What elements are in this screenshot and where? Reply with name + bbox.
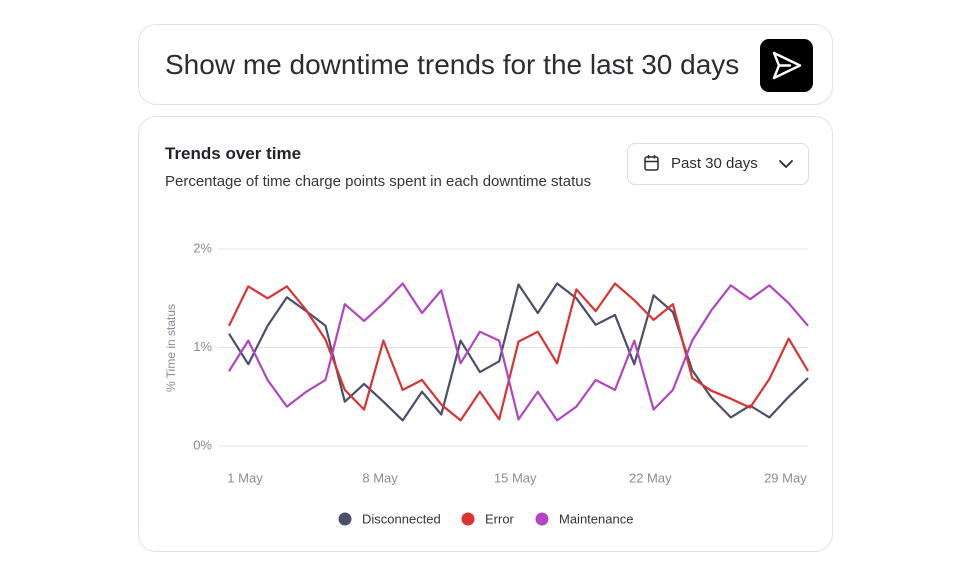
x-tick-label: 29 May xyxy=(764,470,807,485)
prompt-text: Show me downtime trends for the last 30 … xyxy=(165,49,740,80)
send-button[interactable] xyxy=(760,39,813,92)
y-tick-label: 2% xyxy=(193,240,212,255)
legend-label: Error xyxy=(485,511,515,526)
x-tick-label: 15 May xyxy=(494,470,537,485)
x-tick-label: 1 May xyxy=(227,470,263,485)
x-tick-label: 22 May xyxy=(629,470,672,485)
prompt-card: Show me downtime trends for the last 30 … xyxy=(138,24,833,105)
date-range-text: Past 30 days xyxy=(671,155,758,172)
x-tick-label: 8 May xyxy=(362,470,398,485)
date-range-dropdown[interactable]: Past 30 days xyxy=(627,143,809,185)
legend-label: Disconnected xyxy=(362,511,441,526)
send-icon xyxy=(772,51,802,80)
y-tick-label: 0% xyxy=(193,437,212,452)
dropdown-icons xyxy=(644,155,793,171)
series-line xyxy=(228,282,809,422)
series-line xyxy=(228,282,809,422)
legend-swatch xyxy=(535,512,549,526)
series-line xyxy=(228,282,809,422)
legend-label: Maintenance xyxy=(559,511,633,526)
legend-swatch xyxy=(461,512,475,526)
chart-title: Trends over time xyxy=(165,144,302,163)
y-tick-label: 1% xyxy=(193,339,212,354)
y-axis-label: % Time in status xyxy=(164,304,178,392)
chart-subtitle: Percentage of time charge points spent i… xyxy=(165,173,592,190)
legend-swatch xyxy=(338,512,352,526)
